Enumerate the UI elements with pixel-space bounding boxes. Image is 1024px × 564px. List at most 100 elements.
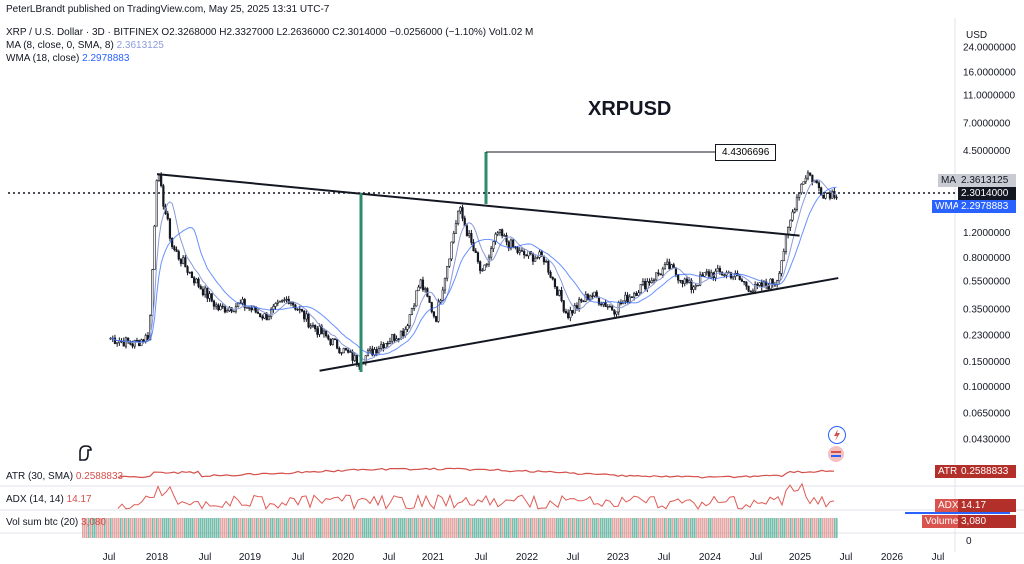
candle-body	[393, 334, 396, 341]
ma-price-badge: 2.3613125	[958, 174, 1016, 187]
volume-bar	[264, 518, 266, 538]
candle-body	[245, 307, 249, 309]
volume-bar	[200, 518, 202, 538]
volume-bar	[406, 518, 408, 538]
volume-bar	[590, 518, 592, 538]
volume-bar	[140, 518, 142, 538]
candle-body	[193, 277, 196, 284]
volume-bar	[536, 518, 538, 538]
volume-bar	[494, 518, 496, 538]
volume-bar	[348, 518, 350, 538]
ma-legend[interactable]: MA (8, close, 0, SMA, 8) 2.3613125	[6, 40, 164, 51]
volume-bar	[410, 518, 412, 538]
volume-bar	[316, 518, 318, 538]
volume-bar	[356, 518, 358, 538]
volume-bar	[268, 518, 270, 538]
date-tick-label: Jul	[567, 552, 580, 563]
date-tick-label: 2019	[239, 552, 262, 563]
volume-bar	[310, 518, 312, 538]
volume-bar	[314, 518, 316, 538]
volume-bar	[784, 518, 786, 538]
volume-bar	[266, 518, 268, 538]
adx-axis-tag: ADX	[935, 499, 962, 512]
candle-body	[124, 337, 128, 347]
volume-bar	[306, 518, 308, 538]
volume-bar	[818, 518, 820, 538]
candle-body	[795, 196, 799, 210]
volume-bar	[300, 518, 302, 538]
volume-bar	[622, 518, 624, 538]
candle-body	[281, 300, 284, 302]
volume-bar	[86, 518, 88, 538]
volume-bar	[404, 518, 406, 538]
candle-body	[549, 271, 552, 278]
bolt-event-icon[interactable]	[828, 426, 846, 444]
price-tick-label: 0.2300000	[963, 330, 1011, 341]
volume-bar	[456, 518, 458, 538]
flag-event-icon[interactable]	[828, 446, 844, 462]
candle-body	[212, 300, 216, 307]
volume-bar	[478, 518, 480, 538]
candle-body	[382, 344, 385, 349]
candle-body	[305, 313, 308, 320]
volume-bar	[644, 518, 646, 538]
adx-legend[interactable]: ADX (14, 14) 14.17	[6, 494, 92, 505]
candle-body	[578, 299, 581, 309]
candle-body	[384, 342, 387, 349]
volume-bar	[112, 518, 114, 538]
currency-label[interactable]: USD	[966, 30, 988, 41]
date-tick-label: Jul	[658, 552, 671, 563]
volume-bar	[426, 518, 428, 538]
volume-bar	[434, 518, 436, 538]
candle-body	[450, 241, 453, 260]
volume-bar	[730, 518, 732, 538]
atr-legend[interactable]: ATR (30, SMA) 0.2588833	[6, 471, 123, 482]
dino-icon[interactable]	[76, 442, 94, 462]
candle-body	[179, 258, 183, 264]
volume-bar	[244, 518, 246, 538]
volume-bar	[728, 518, 730, 538]
candle-body	[402, 330, 405, 337]
vol-legend[interactable]: Vol sum btc (20) 3,080	[6, 517, 106, 528]
candle-body	[685, 278, 689, 283]
volume-bar	[230, 518, 232, 538]
candle-body	[553, 278, 557, 288]
volume-bar	[744, 518, 746, 538]
volume-bar	[562, 518, 564, 538]
candle-body	[195, 278, 198, 284]
candle-body	[569, 310, 572, 318]
volume-bar	[450, 518, 452, 538]
candle-body	[397, 338, 400, 340]
volume-bar	[322, 518, 324, 538]
candle-body	[824, 192, 827, 199]
candle-body	[470, 233, 473, 243]
volume-bar	[756, 518, 758, 538]
volume-bar	[556, 518, 558, 538]
candle-body	[494, 233, 497, 242]
volume-bar	[82, 518, 84, 538]
candle-body	[404, 329, 407, 337]
ma-price-tag: MA	[938, 174, 959, 187]
volume-bar	[422, 518, 424, 538]
candle-body	[523, 251, 526, 256]
atr-line	[117, 467, 835, 479]
wma-legend[interactable]: WMA (18, close) 2.2978883	[6, 53, 129, 64]
candle-body	[435, 315, 438, 322]
volume-bar	[512, 518, 514, 538]
volume-bar	[470, 518, 472, 538]
volume-bar	[510, 518, 512, 538]
volume-bar	[752, 518, 754, 538]
candle-body	[606, 306, 609, 308]
candle-body	[650, 280, 653, 284]
volume-bar	[214, 518, 216, 538]
volume-bar	[128, 518, 130, 538]
candle-body	[333, 338, 337, 341]
volume-bar	[246, 518, 248, 538]
volume-bar	[400, 518, 402, 538]
candle-body	[747, 285, 750, 292]
candle-body	[509, 239, 513, 249]
volume-bar	[542, 518, 544, 538]
candle-body	[822, 194, 825, 199]
candle-body	[342, 348, 345, 354]
